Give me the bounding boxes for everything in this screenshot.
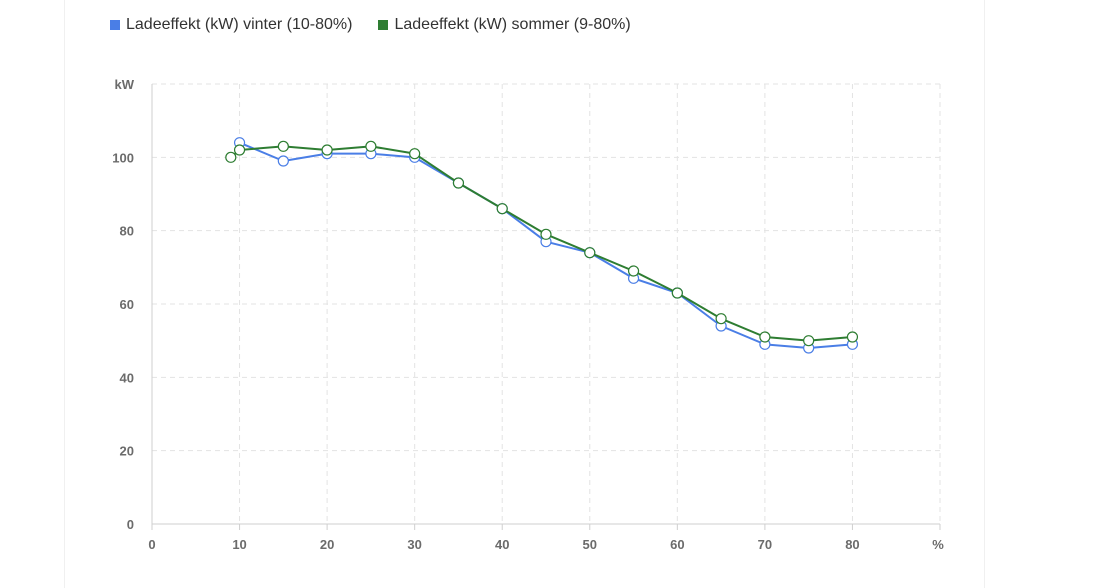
series-1-point-3 [321, 144, 333, 156]
chart-axes [151, 84, 941, 530]
series-1-point-1 [233, 144, 246, 156]
x-tick-label-80: 80 [845, 537, 859, 552]
series-0-point-1 [277, 155, 289, 167]
series-layer [225, 137, 859, 354]
y-tick-label-0: 0 [127, 517, 134, 532]
series-1-point-8 [540, 228, 552, 240]
y-tick-label-20: 20 [120, 444, 134, 459]
y-tick-label-80: 80 [120, 224, 134, 239]
series-1-point-13 [759, 331, 771, 343]
legend-item-winter[interactable]: Ladeeffekt (kW) vinter (10-80%) [110, 16, 352, 34]
series-1-point-6 [452, 177, 465, 189]
legend-item-summer[interactable]: Ladeeffekt (kW) sommer (9-80%) [378, 16, 631, 34]
chart-legend: Ladeeffekt (kW) vinter (10-80%) Ladeeffe… [110, 16, 631, 34]
series-1-point-2 [277, 140, 289, 152]
series-1 [225, 140, 859, 347]
legend-label-summer: Ladeeffekt (kW) sommer (9-80%) [394, 16, 631, 33]
y-tick-label-40: 40 [120, 370, 134, 385]
series-line-1 [230, 145, 853, 342]
series-1-point-11 [671, 287, 683, 299]
series-1-point-12 [715, 313, 727, 325]
tick-labels: 0 20 40 60 80 100 0 10 20 30 40 50 60 70 80 [112, 150, 859, 552]
x-tick-label-70: 70 [758, 537, 772, 552]
series-1-point-9 [584, 247, 596, 259]
series-0 [233, 137, 859, 354]
y-axis-label: kW [115, 77, 135, 92]
x-tick-label-30: 30 [407, 537, 421, 552]
x-tick-label-50: 50 [583, 537, 597, 552]
y-tick-label-100: 100 [112, 150, 134, 165]
chart-card [64, 0, 985, 588]
x-tick-label-40: 40 [495, 537, 509, 552]
series-1-point-10 [627, 265, 640, 277]
chart-grid [152, 83, 941, 524]
x-tick-label-0: 0 [148, 537, 155, 552]
series-1-point-5 [409, 148, 421, 160]
y-tick-label-60: 60 [120, 297, 134, 312]
x-tick-label-20: 20 [320, 537, 334, 552]
series-1-point-7 [496, 203, 508, 215]
legend-swatch-summer [378, 20, 389, 30]
legend-label-winter: Ladeeffekt (kW) vinter (10-80%) [126, 16, 353, 33]
x-tick-label-60: 60 [670, 537, 684, 552]
series-1-point-0 [225, 151, 237, 163]
legend-swatch-winter [110, 20, 120, 30]
x-axis-label: % [932, 537, 944, 552]
x-tick-label-10: 10 [232, 537, 246, 552]
series-1-point-15 [846, 331, 859, 343]
series-1-point-4 [365, 140, 377, 152]
series-1-point-14 [803, 335, 815, 347]
